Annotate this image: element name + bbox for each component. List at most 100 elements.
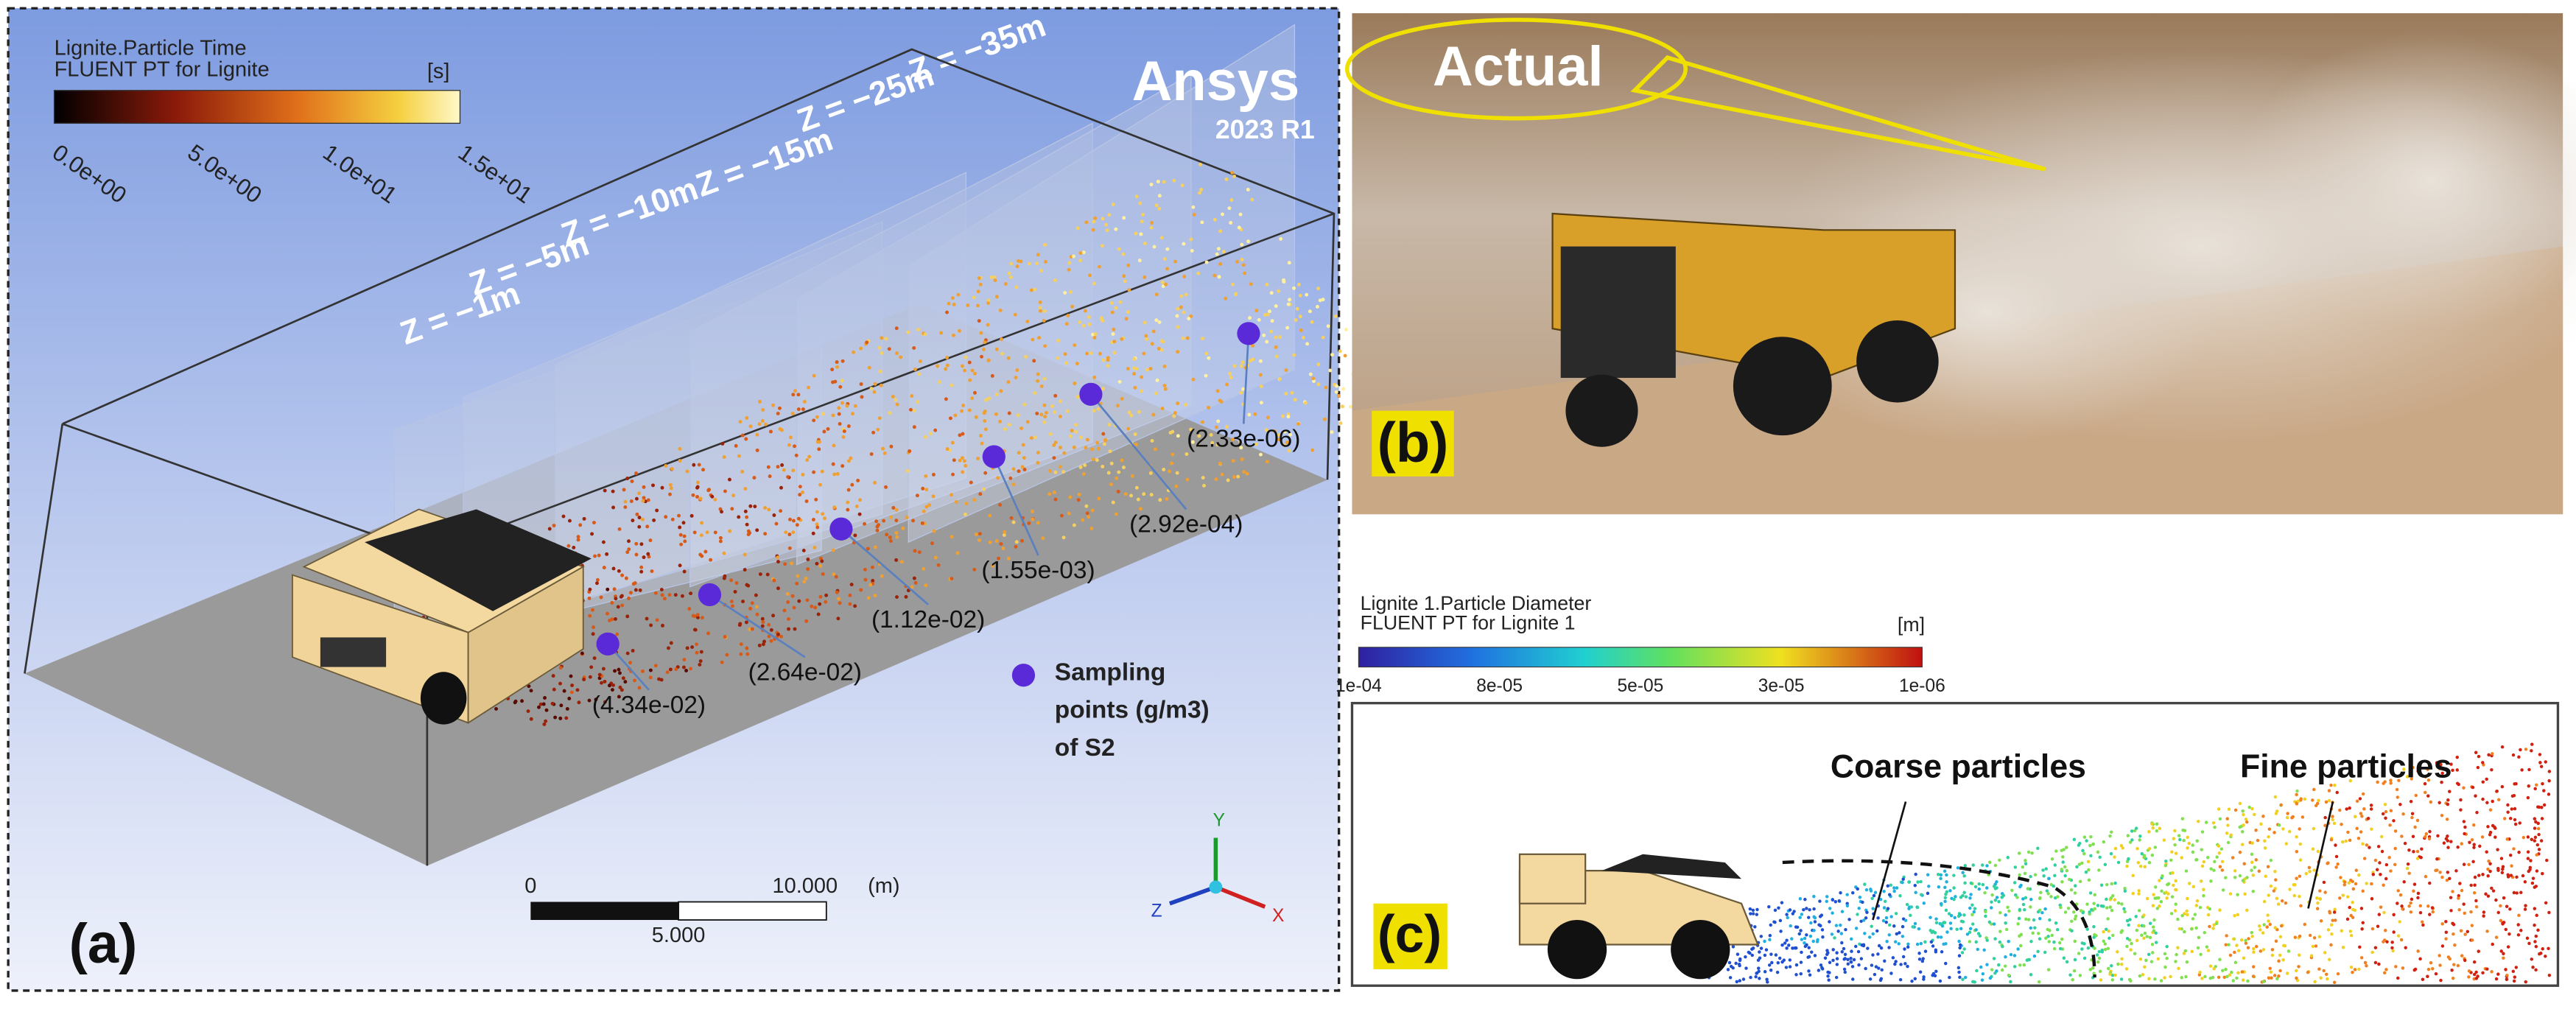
- particle: [817, 440, 821, 444]
- particle: [815, 510, 819, 514]
- particle: [2265, 925, 2269, 929]
- particle: [1909, 905, 1914, 909]
- particle: [2332, 910, 2337, 914]
- particle: [796, 393, 801, 397]
- particle: [2113, 846, 2118, 851]
- particle: [2009, 952, 2013, 957]
- particle: [830, 368, 835, 372]
- particle: [2281, 827, 2285, 831]
- particle: [2155, 907, 2159, 910]
- particle: [639, 569, 644, 574]
- particle: [1937, 885, 1941, 889]
- particle: [760, 616, 765, 621]
- particle: [1085, 438, 1089, 442]
- particle: [1751, 908, 1755, 913]
- particle: [2071, 910, 2076, 914]
- particle: [838, 601, 842, 605]
- particle: [2151, 951, 2155, 955]
- particle: [2091, 966, 2095, 970]
- particle: [974, 415, 978, 419]
- particle: [2177, 927, 2182, 931]
- particle: [1179, 294, 1184, 298]
- particle: [634, 552, 639, 557]
- particle: [2053, 874, 2057, 878]
- particle: [778, 406, 782, 410]
- particle: [2080, 947, 2084, 951]
- particle: [2535, 853, 2538, 857]
- particle: [2029, 905, 2032, 909]
- particle: [2341, 840, 2345, 844]
- sampling-value: (2.64e-02): [748, 658, 862, 686]
- particle: [2494, 935, 2499, 939]
- particle: [2281, 957, 2285, 962]
- particle: [879, 383, 883, 387]
- particle: [1036, 253, 1040, 257]
- particle: [2004, 927, 2009, 932]
- particle: [921, 486, 925, 491]
- particle: [1940, 924, 1945, 928]
- particle: [1867, 935, 1872, 939]
- particle: [2195, 899, 2200, 903]
- particle: [2241, 830, 2245, 834]
- particle: [1176, 325, 1180, 329]
- particle: [2213, 826, 2217, 829]
- particle: [1922, 977, 1926, 981]
- particle: [1828, 960, 1832, 965]
- particle: [1952, 897, 1956, 902]
- particle: [2299, 904, 2303, 908]
- particle: [771, 614, 775, 618]
- particle: [977, 276, 981, 281]
- particle: [2371, 873, 2376, 876]
- particle: [2535, 869, 2539, 873]
- particle: [2440, 875, 2444, 879]
- particle: [1214, 425, 1218, 429]
- particle: [2046, 892, 2050, 896]
- particle: [2385, 940, 2389, 944]
- particle: [2354, 815, 2357, 818]
- particle: [2197, 935, 2201, 940]
- particle: [1863, 932, 1867, 935]
- particle: [1805, 933, 1808, 937]
- particle: [2395, 787, 2399, 792]
- particle: [1985, 864, 1989, 868]
- particle: [1239, 364, 1243, 368]
- particle: [2148, 935, 2152, 940]
- particle: [1321, 335, 1325, 340]
- particle: [559, 703, 564, 708]
- particle: [1943, 899, 1947, 904]
- particle: [815, 415, 819, 419]
- particle: [1788, 958, 1792, 962]
- particles-c: [1707, 742, 2552, 984]
- particle: [2544, 955, 2547, 958]
- particle: [588, 587, 592, 591]
- particle: [2137, 909, 2141, 913]
- particle: [1957, 970, 1961, 974]
- particle: [2274, 939, 2278, 944]
- particle: [950, 577, 954, 581]
- particle: [1979, 965, 1983, 969]
- particle: [755, 605, 759, 609]
- particle: [621, 676, 625, 681]
- particle: [2163, 952, 2167, 956]
- particle: [1039, 268, 1044, 273]
- panel-label: (c): [1378, 904, 1442, 963]
- particle: [2077, 862, 2082, 866]
- particle: [2108, 834, 2112, 838]
- particle: [2535, 913, 2538, 918]
- particle: [1847, 918, 1851, 921]
- particle: [1095, 458, 1099, 463]
- particle: [802, 399, 807, 404]
- particle: [1180, 183, 1185, 188]
- particle: [2377, 913, 2382, 916]
- particle: [729, 600, 734, 604]
- particle: [2070, 919, 2074, 924]
- particle: [1758, 977, 1761, 980]
- particle: [2088, 843, 2092, 848]
- particle: [963, 368, 967, 373]
- particle: [910, 394, 914, 398]
- particle: [2482, 914, 2485, 918]
- particle: [1807, 946, 1811, 949]
- particle: [2542, 803, 2547, 807]
- particle: [821, 572, 825, 576]
- particle: [2137, 892, 2141, 896]
